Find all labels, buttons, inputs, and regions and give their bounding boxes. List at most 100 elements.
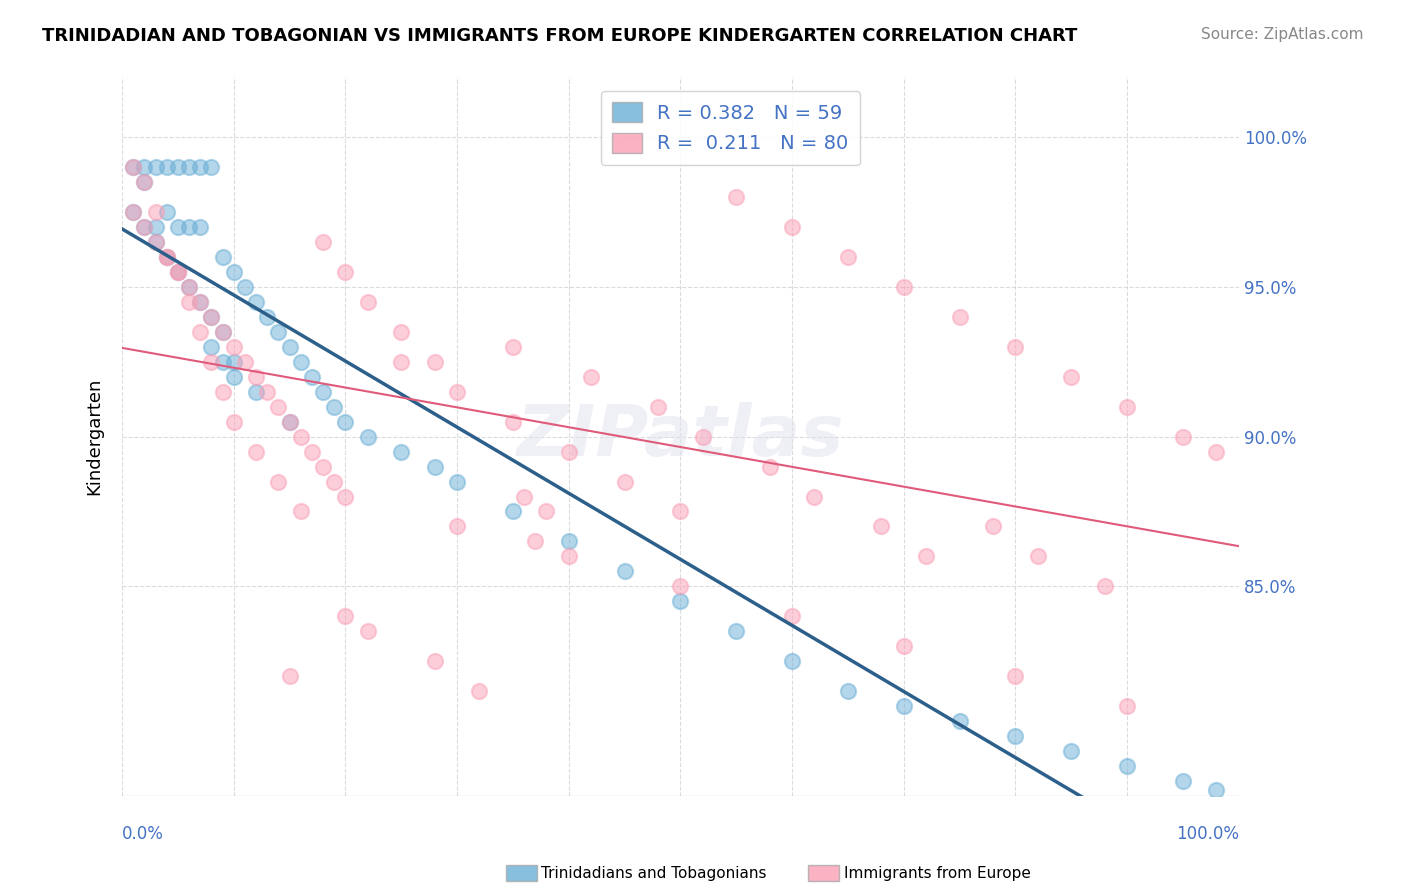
Point xyxy=(1060,744,1083,758)
Point xyxy=(1205,782,1227,797)
Point xyxy=(312,384,335,399)
Point xyxy=(233,355,256,369)
Point xyxy=(423,355,446,369)
Point xyxy=(949,714,972,728)
Point xyxy=(167,160,190,174)
Point xyxy=(837,684,859,698)
Point xyxy=(837,250,859,264)
Point xyxy=(267,325,290,339)
Point xyxy=(156,250,179,264)
Point xyxy=(949,310,972,324)
Point xyxy=(267,475,290,489)
Point xyxy=(647,400,669,414)
Point xyxy=(468,684,491,698)
Point xyxy=(1116,400,1139,414)
Text: TRINIDADIAN AND TOBAGONIAN VS IMMIGRANTS FROM EUROPE KINDERGARTEN CORRELATION CH: TRINIDADIAN AND TOBAGONIAN VS IMMIGRANTS… xyxy=(42,27,1077,45)
Point xyxy=(245,444,267,458)
Point xyxy=(357,294,380,310)
Point xyxy=(177,280,200,294)
Point xyxy=(1171,773,1194,788)
Point xyxy=(200,340,222,354)
Point xyxy=(156,250,179,264)
Point xyxy=(200,310,222,324)
Point xyxy=(122,205,145,219)
Point xyxy=(870,519,893,533)
Point xyxy=(134,175,156,189)
Point xyxy=(669,594,692,608)
Point xyxy=(780,609,803,624)
Point xyxy=(524,534,547,549)
Point xyxy=(446,384,468,399)
Point xyxy=(188,160,211,174)
Point xyxy=(893,639,915,653)
Legend: R = 0.382   N = 59, R =  0.211   N = 80: R = 0.382 N = 59, R = 0.211 N = 80 xyxy=(600,91,860,165)
Point xyxy=(278,415,301,429)
Point xyxy=(245,369,267,384)
Point xyxy=(915,549,938,564)
Point xyxy=(389,325,412,339)
Point xyxy=(558,549,581,564)
Point xyxy=(256,310,278,324)
Point xyxy=(1171,430,1194,444)
Point xyxy=(233,280,256,294)
Point xyxy=(134,175,156,189)
Point xyxy=(134,160,156,174)
Text: 100.0%: 100.0% xyxy=(1175,824,1239,843)
Point xyxy=(278,340,301,354)
Point xyxy=(389,444,412,458)
Point xyxy=(278,669,301,683)
Point xyxy=(981,519,1004,533)
Point xyxy=(211,384,233,399)
Point xyxy=(290,504,312,518)
Point xyxy=(502,504,524,518)
Point xyxy=(200,310,222,324)
Point xyxy=(446,519,468,533)
Point xyxy=(156,160,179,174)
Point xyxy=(758,459,780,474)
Point xyxy=(1004,729,1026,743)
Point xyxy=(502,340,524,354)
Point xyxy=(1060,369,1083,384)
Point xyxy=(167,265,190,279)
Text: Source: ZipAtlas.com: Source: ZipAtlas.com xyxy=(1201,27,1364,42)
Point xyxy=(312,459,335,474)
Point xyxy=(335,609,357,624)
Point xyxy=(245,294,267,310)
Point xyxy=(122,160,145,174)
Point xyxy=(188,220,211,235)
Point xyxy=(613,565,636,579)
Point xyxy=(245,384,267,399)
Point xyxy=(290,355,312,369)
Point xyxy=(423,654,446,668)
Point xyxy=(357,624,380,639)
Point xyxy=(156,205,179,219)
Point xyxy=(200,355,222,369)
Point xyxy=(323,400,346,414)
Point xyxy=(290,430,312,444)
Text: ZIPatlas: ZIPatlas xyxy=(517,402,844,471)
Point xyxy=(725,190,748,204)
Point xyxy=(446,475,468,489)
Point xyxy=(389,355,412,369)
Point xyxy=(222,369,245,384)
Point xyxy=(301,369,323,384)
Point xyxy=(188,294,211,310)
Point xyxy=(177,220,200,235)
Point xyxy=(335,265,357,279)
Point xyxy=(335,490,357,504)
Point xyxy=(167,220,190,235)
Point xyxy=(1004,669,1026,683)
Point xyxy=(357,430,380,444)
Point xyxy=(200,160,222,174)
Point xyxy=(323,475,346,489)
Point xyxy=(222,265,245,279)
Point xyxy=(558,534,581,549)
Point xyxy=(145,205,167,219)
Point xyxy=(513,490,536,504)
Text: Trinidadians and Tobagonians: Trinidadians and Tobagonians xyxy=(541,866,766,880)
Point xyxy=(613,475,636,489)
Point xyxy=(1116,759,1139,773)
Point xyxy=(558,444,581,458)
Point xyxy=(122,160,145,174)
Text: Immigrants from Europe: Immigrants from Europe xyxy=(844,866,1031,880)
